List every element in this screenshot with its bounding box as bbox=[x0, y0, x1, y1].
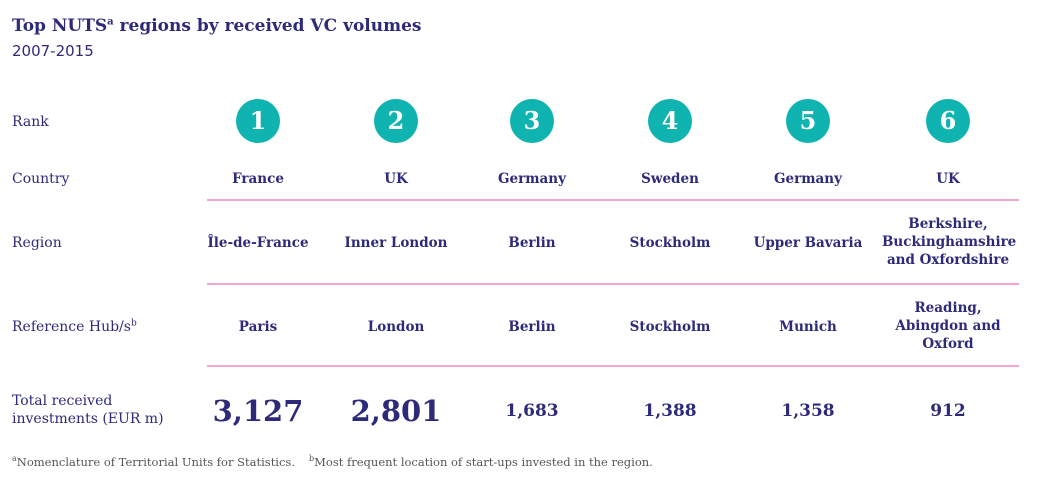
divider-country-region bbox=[207, 199, 1019, 201]
investment-value: 1,388 bbox=[643, 401, 697, 421]
rank-badge: 3 bbox=[510, 99, 554, 143]
region-cell: Berlin bbox=[508, 235, 556, 251]
hub-cell: Munich bbox=[779, 319, 837, 335]
hub-footnote-marker: b bbox=[130, 318, 137, 329]
page-subtitle: 2007-2015 bbox=[12, 42, 94, 60]
country-cell: Sweden bbox=[641, 171, 699, 187]
hub-cell: Stockholm bbox=[629, 319, 711, 335]
rank-label: Rank bbox=[12, 114, 49, 130]
hub-cell: London bbox=[367, 319, 425, 335]
footnote-b: Most frequent location of start-ups inve… bbox=[314, 455, 653, 469]
country-cell: UK bbox=[384, 171, 408, 187]
hub-label: Reference Hub/sb bbox=[12, 318, 137, 335]
hub-cell: Paris bbox=[238, 319, 278, 335]
investment-value: 1,683 bbox=[505, 401, 559, 421]
rank-badge: 6 bbox=[926, 99, 970, 143]
hub-cell: Reading, Abingdon and Oxford bbox=[895, 300, 1001, 352]
country-cell: Germany bbox=[498, 171, 566, 187]
investment-value: 2,801 bbox=[350, 394, 442, 428]
investments-label: Total received investments (EUR m) bbox=[12, 393, 164, 427]
divider-hub-investments bbox=[207, 365, 1019, 367]
footnote-a: Nomenclature of Territorial Units for St… bbox=[16, 455, 295, 469]
footnotes: aNomenclature of Territorial Units for S… bbox=[12, 454, 653, 469]
region-cell: Upper Bavaria bbox=[753, 235, 863, 251]
country-cell: UK bbox=[936, 171, 960, 187]
investment-value: 912 bbox=[930, 401, 966, 421]
rank-badge: 5 bbox=[786, 99, 830, 143]
page-title: Top NUTSa regions by received VC volumes bbox=[12, 16, 422, 36]
divider-region-hub bbox=[207, 283, 1019, 285]
title-footnote-marker: a bbox=[107, 16, 114, 28]
rank-badge: 4 bbox=[648, 99, 692, 143]
investment-value: 1,358 bbox=[781, 401, 835, 421]
region-cell: Berkshire, Buckinghamshire and Oxfordshi… bbox=[882, 216, 1017, 268]
country-label: Country bbox=[12, 171, 70, 187]
country-cell: France bbox=[232, 171, 284, 187]
investment-value: 3,127 bbox=[212, 394, 304, 428]
rank-badge: 2 bbox=[374, 99, 418, 143]
region-cell: Île-de-France bbox=[207, 235, 309, 251]
hub-cell: Berlin bbox=[508, 319, 556, 335]
region-cell: Stockholm bbox=[629, 235, 711, 251]
rank-badge: 1 bbox=[236, 99, 280, 143]
country-cell: Germany bbox=[774, 171, 842, 187]
region-label: Region bbox=[12, 235, 62, 251]
region-cell: Inner London bbox=[344, 235, 448, 251]
